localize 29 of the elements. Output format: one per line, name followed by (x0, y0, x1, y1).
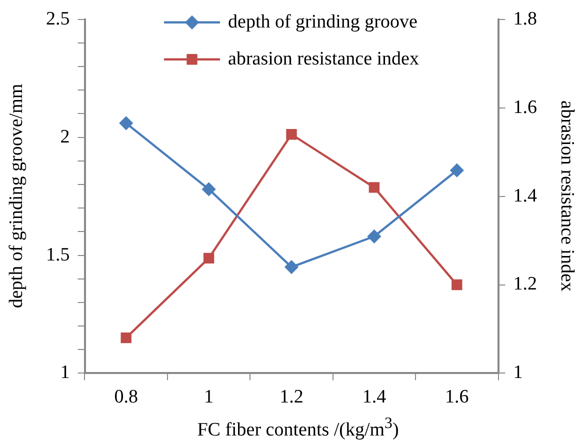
y2-tick-label: 1.8 (513, 8, 537, 30)
legend-label: abrasion resistance index (228, 48, 420, 70)
y-tick-label: 2.5 (46, 8, 70, 30)
y-tick-label: 1 (60, 362, 70, 384)
y2-tick-label: 1.6 (513, 96, 537, 118)
point (284, 260, 298, 274)
point (120, 332, 132, 344)
y-tick-label: 1.5 (46, 244, 70, 266)
point (368, 182, 380, 193)
x-axis-title: FC fiber contents /(kg/m$^{3}$) (196, 415, 400, 442)
point (450, 164, 464, 177)
x-tick-label: 1.2 (280, 386, 304, 408)
point (368, 230, 381, 243)
x-tick-label: 0.8 (114, 386, 138, 408)
point (452, 279, 462, 290)
x-tick-label: 1.4 (362, 386, 387, 408)
point (203, 252, 214, 264)
point (286, 129, 297, 140)
x-tick-label: 1 (204, 386, 214, 408)
y-tick-label: 2 (60, 126, 70, 148)
y2-tick-label: 1 (513, 362, 523, 384)
y2-tick-label: 1.2 (513, 274, 537, 295)
y2-axis-title: abrasion resistance index (555, 100, 577, 292)
legend-label: depth of grinding groove (228, 11, 418, 32)
point (120, 116, 133, 130)
point (202, 182, 216, 196)
x-tick-label: 1.6 (445, 386, 469, 408)
y2-tick-label: 1.4 (513, 185, 538, 206)
y-axis-title: depth of grinding groove/mm (6, 84, 28, 308)
